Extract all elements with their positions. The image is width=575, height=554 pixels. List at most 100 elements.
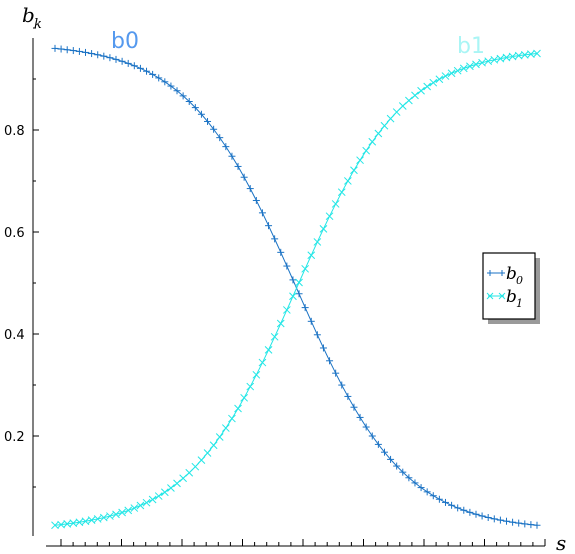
data-point: [81, 517, 90, 526]
data-point: [289, 276, 297, 284]
data-point: [173, 87, 181, 95]
data-point: [301, 264, 310, 273]
legend-point: [486, 292, 494, 300]
data-point: [179, 92, 187, 100]
data-point: [221, 424, 230, 432]
data-point: [350, 403, 358, 411]
data-point: [368, 432, 376, 440]
data-point: [210, 125, 218, 133]
data-point: [472, 510, 480, 518]
data-point: [313, 238, 322, 246]
data-point: [100, 52, 108, 60]
data-point: [490, 55, 499, 64]
data-point: [106, 512, 114, 520]
series-line-b0: [54, 47, 538, 526]
data-point: [148, 495, 157, 504]
data-point: [490, 515, 498, 523]
data-point: [374, 129, 383, 138]
data-point: [252, 370, 261, 379]
data-point: [136, 501, 145, 510]
data-point: [325, 212, 334, 221]
y-tick-label: 0.4: [4, 328, 25, 343]
data-point: [447, 69, 456, 78]
legend-marker-b1: [486, 292, 506, 300]
data-point: [453, 66, 462, 75]
annotation-b1: b1: [457, 34, 485, 59]
data-point: [386, 114, 395, 123]
data-point: [136, 64, 144, 72]
data-point: [326, 357, 334, 365]
x-ticks: [60, 539, 546, 546]
data-point: [93, 515, 102, 523]
data-point: [87, 516, 96, 525]
data-point: [533, 49, 541, 58]
data-point: [246, 185, 254, 193]
data-point: [289, 292, 297, 301]
data-point: [252, 196, 260, 204]
data-point: [515, 519, 523, 527]
data-point: [527, 521, 535, 529]
data-point: [118, 57, 126, 65]
data-point: [423, 82, 432, 91]
data-point: [405, 96, 413, 105]
data-point: [460, 506, 468, 514]
data-point: [502, 517, 510, 525]
data-point: [130, 504, 139, 512]
data-point: [51, 44, 59, 52]
data-point: [143, 67, 151, 75]
data-point: [484, 57, 493, 66]
data-point: [99, 513, 108, 522]
data-point: [429, 492, 437, 500]
data-point: [106, 54, 114, 62]
data-point: [338, 381, 346, 389]
data-point: [167, 484, 175, 492]
legend-label-b0-base: b: [506, 264, 517, 284]
legend-box: [482, 252, 536, 320]
data-point: [509, 518, 517, 526]
data-point: [240, 393, 248, 402]
data-point: [57, 45, 65, 53]
data-point: [448, 501, 456, 509]
data-point: [527, 50, 535, 58]
y-ticks: 0.2 0.4 0.6 0.8: [4, 27, 39, 488]
data-point: [478, 58, 486, 67]
data-point: [271, 235, 279, 243]
data-point: [411, 91, 419, 100]
data-point: [380, 448, 388, 456]
data-point: [160, 488, 169, 497]
data-point: [362, 423, 370, 431]
data-point: [204, 117, 212, 125]
legend-label-b1-base: b: [506, 287, 517, 307]
data-point: [319, 344, 327, 352]
data-point: [149, 70, 157, 78]
data-point: [161, 78, 169, 86]
y-axis-label: b k: [22, 3, 42, 32]
data-point: [258, 358, 267, 367]
data-point: [167, 82, 175, 90]
legend-label-b0-sub: 0: [516, 274, 523, 287]
data-point: [282, 306, 291, 314]
axes: [32, 38, 545, 547]
data-point: [155, 74, 163, 82]
data-point: [374, 440, 382, 448]
y-tick-label: 0.2: [4, 430, 25, 445]
y-axis-label-sub: k: [34, 17, 42, 32]
data-point: [356, 413, 364, 421]
data-point: [380, 121, 389, 130]
data-point: [441, 72, 450, 80]
data-point: [393, 462, 401, 470]
legend-point: [487, 270, 493, 276]
data-point: [362, 146, 371, 155]
data-point: [82, 48, 90, 56]
series-b1: [51, 49, 541, 530]
data-point: [337, 188, 346, 197]
data-point: [264, 346, 273, 354]
data-point: [112, 510, 120, 519]
data-point: [88, 50, 96, 58]
data-point: [435, 495, 443, 503]
data-point: [417, 86, 425, 95]
data-point: [356, 156, 364, 165]
data-point: [319, 225, 328, 233]
data-point: [496, 54, 505, 63]
data-point: [209, 441, 218, 450]
